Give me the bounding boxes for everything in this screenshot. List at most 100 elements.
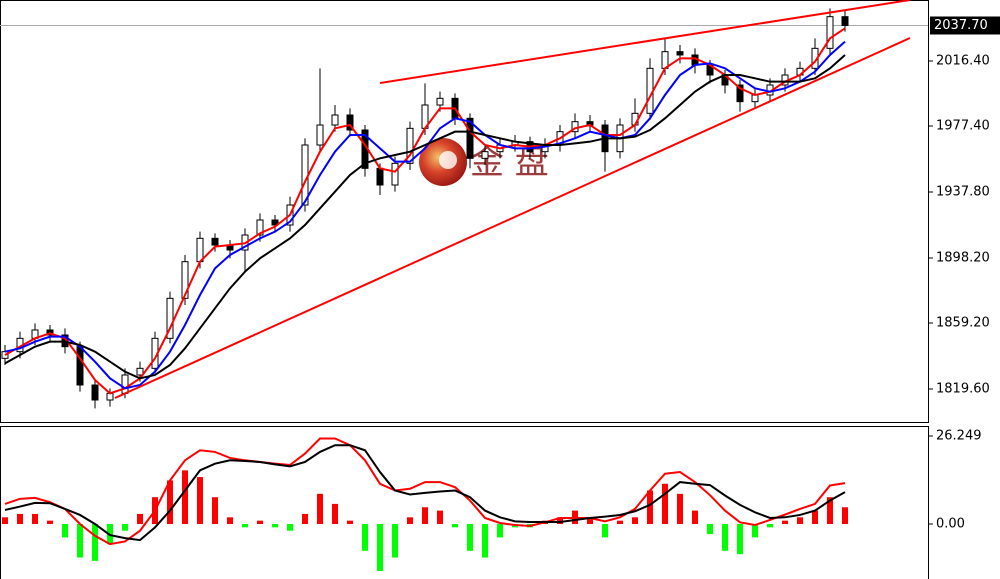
histogram-bar (212, 497, 218, 525)
candle-body (181, 261, 189, 299)
histogram-bar (287, 524, 293, 531)
y-tick-label: 1898.20 (936, 251, 990, 266)
histogram-bar (812, 510, 818, 525)
histogram-bar (617, 520, 623, 525)
histogram-bar (662, 483, 668, 525)
histogram-bar (482, 524, 488, 558)
ma-line (4, 54, 846, 380)
macd-panel-frame (0, 426, 929, 579)
histogram-bar (467, 524, 473, 551)
candle-body (331, 114, 339, 126)
histogram-bar (62, 524, 68, 538)
y-tick-label: 1937.80 (936, 185, 990, 200)
histogram-bar (272, 524, 278, 528)
histogram-bar (227, 517, 233, 525)
candle-body (76, 346, 84, 386)
histogram-bar (332, 503, 338, 525)
ma-line (4, 27, 846, 395)
candle-body (136, 367, 144, 376)
watermark: 金 盘 (470, 143, 549, 183)
histogram-bar (677, 493, 683, 525)
histogram-bar (92, 524, 98, 561)
ma-line (4, 40, 846, 390)
price-plot: 金 盘 (0, 8, 928, 409)
histogram-bar (557, 517, 563, 525)
candle-body (436, 97, 444, 106)
histogram-bar (377, 524, 383, 571)
histogram-bar (692, 510, 698, 525)
axes: 1819.60 1859.20 1898.20 1937.80 1977.40 2016.… (928, 16, 1000, 532)
histogram-bar (797, 517, 803, 525)
candle-body (271, 219, 279, 226)
histogram-bar (452, 524, 458, 528)
histogram-bar (167, 480, 173, 525)
candle-body (826, 16, 834, 49)
candle-body (676, 51, 684, 56)
macd-plot (2, 437, 848, 571)
histogram-bar (767, 524, 773, 528)
histogram-bar (737, 524, 743, 555)
histogram-bar (752, 524, 758, 538)
candle-body (166, 297, 174, 339)
candle-body (406, 127, 414, 164)
y-tick-label: 26.249 (936, 428, 982, 443)
histogram-bar (407, 517, 413, 525)
histogram-bar (782, 520, 788, 525)
histogram-bar (392, 524, 398, 558)
candle-body (466, 117, 474, 159)
lower-trendline (114, 37, 911, 399)
ma-line (4, 437, 846, 546)
histogram-bar (137, 513, 143, 525)
candle-body (391, 162, 399, 186)
histogram-bar (182, 470, 188, 525)
candle-body (376, 167, 384, 186)
histogram-bar (827, 497, 833, 525)
candle-body (481, 151, 489, 159)
histogram-bar (122, 524, 128, 531)
histogram-bar (257, 520, 263, 525)
y-tick-label: 1819.60 (936, 382, 990, 397)
candle-body (736, 84, 744, 103)
histogram-bar (632, 517, 638, 525)
upper-trendline (379, 0, 911, 84)
histogram-bar (302, 513, 308, 525)
y-tick-label: 1977.40 (936, 119, 990, 134)
histogram-bar (707, 524, 713, 535)
histogram-bar (242, 524, 248, 528)
histogram-bar (437, 510, 443, 525)
histogram-bar (47, 520, 53, 525)
histogram-bar (602, 524, 608, 538)
price-panel-frame (0, 0, 929, 423)
histogram-bar (17, 513, 23, 525)
last-price-box (930, 16, 1000, 35)
y-tick-label: 1859.20 (936, 316, 990, 331)
histogram-bar (647, 490, 653, 525)
histogram-bar (362, 524, 368, 551)
watermark-logo-inner (439, 151, 457, 169)
histogram-bar (2, 517, 8, 525)
histogram-bar (317, 493, 323, 525)
candle-body (316, 124, 324, 146)
y-tick-label: 2016.40 (936, 54, 990, 69)
last-price-label: 2037.70 (934, 18, 988, 33)
histogram-bar (722, 524, 728, 551)
histogram-bar (497, 524, 503, 538)
histogram-bar (347, 520, 353, 525)
candle-body (211, 237, 219, 246)
histogram-bar (32, 513, 38, 525)
histogram-bar (587, 517, 593, 525)
candle-body (346, 114, 354, 131)
candle-body (121, 374, 129, 394)
y-tick-label: 0.00 (936, 517, 965, 532)
histogram-bar (197, 477, 203, 525)
candle-body (841, 16, 849, 26)
histogram-bar (77, 524, 83, 558)
histogram-bar (842, 507, 848, 525)
trendlines (114, 0, 911, 399)
candle-body (91, 384, 99, 401)
histogram-bar (422, 507, 428, 525)
candle-body (256, 219, 264, 236)
ma-line (4, 444, 846, 542)
